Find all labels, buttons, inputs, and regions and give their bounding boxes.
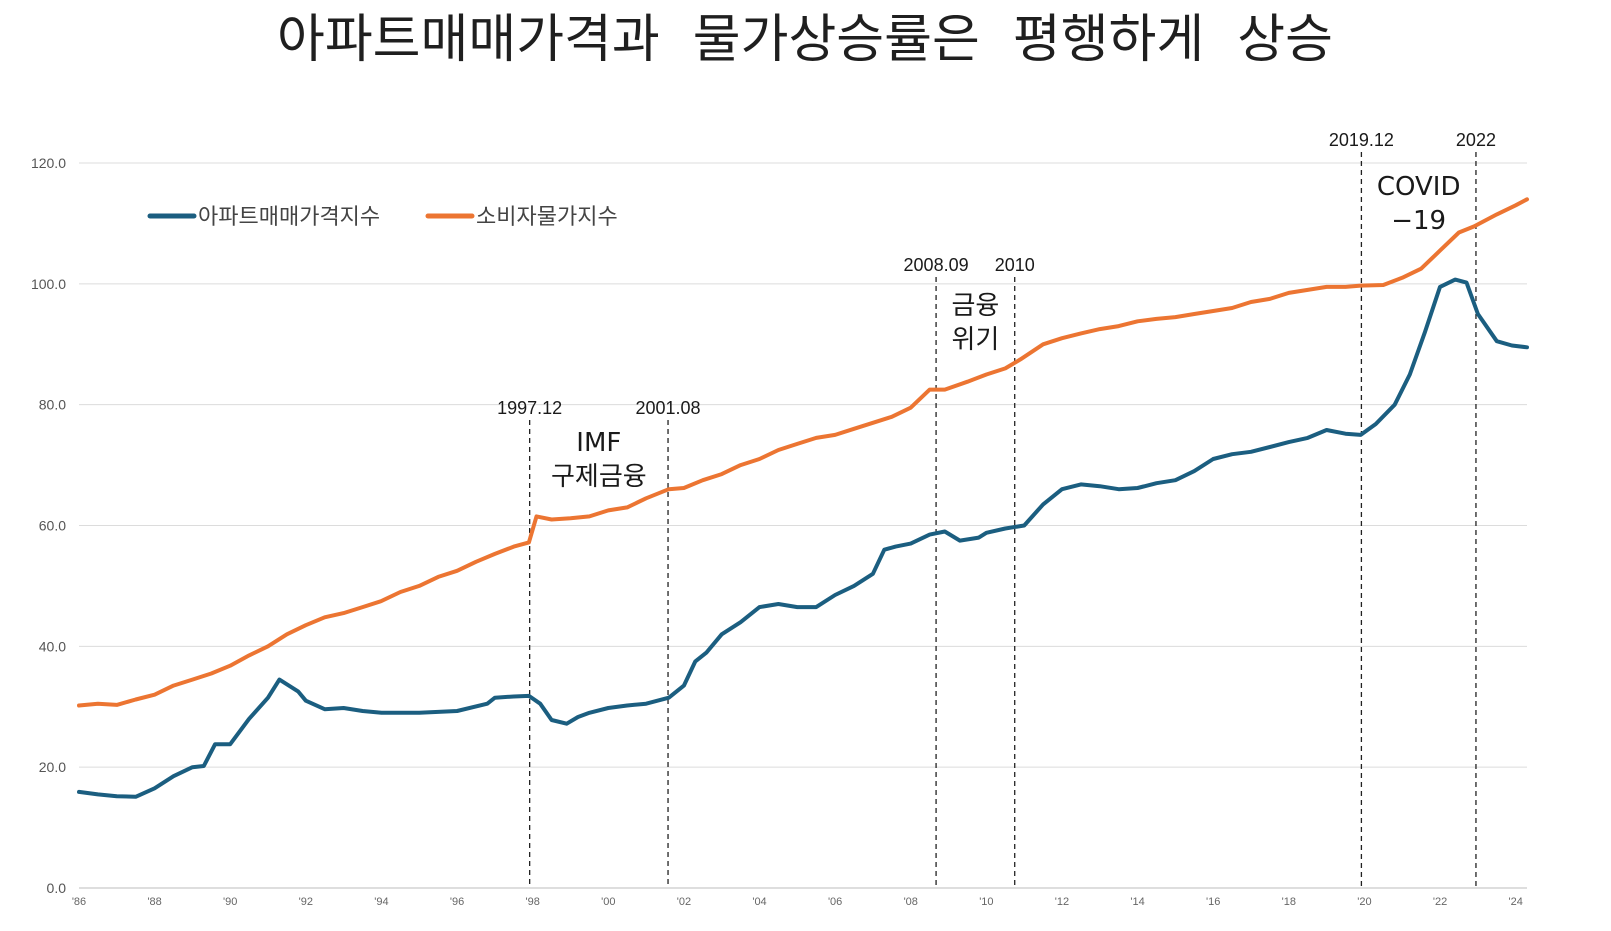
x-tick-label: '20 [1357, 896, 1371, 908]
event-date-label: 2022 [1456, 130, 1496, 150]
x-tick-label: '90 [223, 896, 237, 908]
x-tick-label: '14 [1130, 896, 1144, 908]
x-tick-label: '98 [526, 896, 540, 908]
x-tick-label: '94 [374, 896, 388, 908]
x-tick-label: '88 [147, 896, 161, 908]
y-tick-label: 0.0 [47, 880, 67, 896]
series-lines [77, 197, 1529, 799]
x-tick-label: '04 [752, 896, 766, 908]
y-tick-label: 100.0 [31, 276, 66, 292]
legend-entry: 소비자물가지수 [425, 205, 618, 230]
legend: 아파트매매가격지수 소비자물가지수 [147, 205, 618, 230]
x-tick-label: '02 [677, 896, 691, 908]
chart-title: 아파트매매가격과 물가상승률은 평행하게 상승 [277, 10, 1333, 70]
legend-entry: 아파트매매가격지수 [147, 205, 380, 230]
event-date-label: 2019.12 [1329, 130, 1394, 150]
event-date-label: 2010 [995, 255, 1035, 275]
x-tick-label: '24 [1508, 896, 1522, 908]
x-tick-label: '16 [1206, 896, 1220, 908]
x-tick-label: '12 [1055, 896, 1069, 908]
event-annotation: COVID [1377, 172, 1461, 202]
event-annotation: 금융 [951, 291, 999, 321]
event-date-label: 2008.09 [904, 255, 969, 275]
legend-label: 소비자물가지수 [476, 205, 618, 230]
y-axis-ticks: 0.0 20.0 40.0 60.0 80.0 100.0 120.0 [31, 155, 66, 896]
x-tick-label: '96 [450, 896, 464, 908]
gridlines [79, 162, 1527, 889]
event-date-label: 2001.08 [635, 398, 700, 418]
y-tick-label: 60.0 [39, 518, 66, 534]
x-tick-label: '18 [1282, 896, 1296, 908]
event-annotation: 구제금융 [551, 462, 647, 492]
x-tick-label: '86 [72, 896, 86, 908]
x-tick-label: '00 [601, 896, 615, 908]
x-axis-ticks: '86 '88 '90 '92 '94 '96 '98 '00 '02 '04 '06 '08 '10 '… [72, 896, 1523, 908]
event-annotation: IMF [576, 428, 621, 458]
y-tick-label: 20.0 [39, 759, 66, 775]
event-annotation: 위기 [951, 325, 999, 355]
x-tick-label: '06 [828, 896, 842, 908]
x-tick-label: '92 [299, 896, 313, 908]
y-tick-label: 40.0 [39, 638, 66, 654]
x-tick-label: '10 [979, 896, 993, 908]
apartment-price-line [77, 277, 1529, 799]
y-tick-label: 120.0 [31, 155, 66, 171]
cpi-line [77, 197, 1529, 708]
event-date-label: 1997.12 [497, 398, 562, 418]
legend-label: 아파트매매가격지수 [198, 205, 380, 230]
x-tick-label: '22 [1433, 896, 1447, 908]
event-annotation: −19 [1391, 206, 1446, 236]
y-tick-label: 80.0 [39, 397, 66, 413]
x-tick-label: '08 [904, 896, 918, 908]
